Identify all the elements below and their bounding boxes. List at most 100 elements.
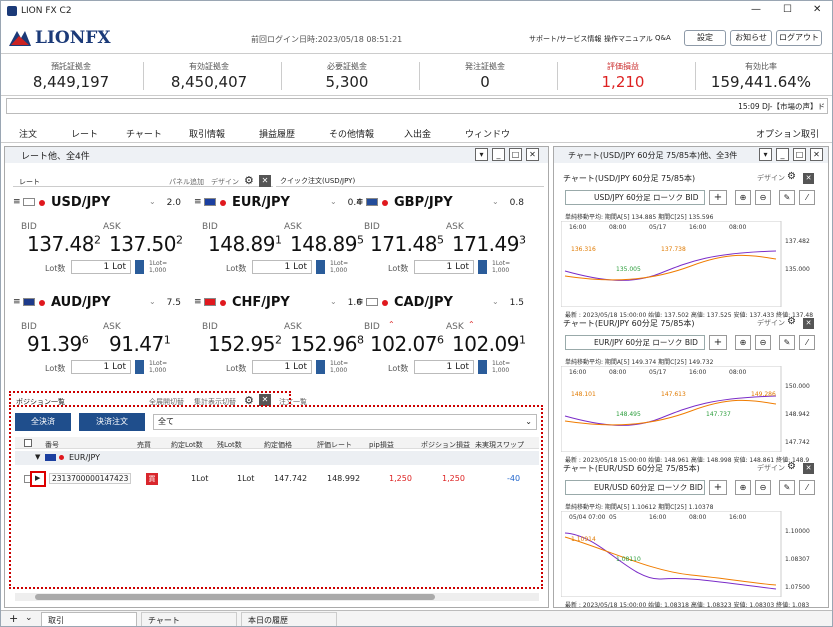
lot-input[interactable]: 1 Lot [414,360,474,374]
qa-link[interactable]: Q&A [655,34,671,42]
close-icon[interactable]: ✕ [259,394,271,406]
expand-row-button[interactable]: ▶ [30,471,46,487]
close-icon[interactable]: ✕ [526,148,539,161]
filter-select[interactable]: 全て ⌄ [153,414,537,430]
chevron-down-icon[interactable]: ⌄ [149,197,156,206]
design-link[interactable]: デザイン [211,178,239,186]
design-link[interactable]: デザイン [757,319,785,327]
bid-price[interactable]: 102.076 [370,332,444,356]
rate-card[interactable]: ≡ CHF/JPY ⌄ 1.6 BID ASK 152.952 152.968 … [194,294,370,386]
logout-button[interactable]: ログアウト [776,30,822,46]
expand-toggle[interactable]: 全展開切替 [149,398,184,406]
chevron-down-icon[interactable]: ⌄ [492,197,499,206]
design-link[interactable]: デザイン [757,464,785,472]
close-button[interactable]: ✕ [813,4,822,15]
price-chart[interactable]: 16:00 08:00 05/17 16:00 08:00 136.316 135.005… [561,221,817,307]
maximize-button[interactable]: ☐ [783,4,792,15]
menu-pl-history[interactable]: 損益履歴 [259,130,296,140]
zoom-in-icon[interactable]: ⊕ [735,480,751,495]
close-icon[interactable]: ✕ [810,148,823,161]
support-link[interactable]: サポート/サービス情報 [529,35,602,43]
ask-price[interactable]: 152.968 [290,332,364,356]
col-header[interactable]: 残Lot数 [217,441,242,449]
lot-input[interactable]: 1 Lot [252,360,312,374]
symbol-select[interactable]: EUR/JPY 60分足 ローソク BID [565,335,705,350]
menu-chart[interactable]: チャート [126,130,162,140]
bottom-tab-history[interactable]: 本日の履歴 [241,612,337,626]
col-header[interactable]: 評価レート [317,441,352,449]
close-icon[interactable]: ✕ [803,173,814,184]
h-scrollbar[interactable] [15,593,539,601]
add-tab-icon[interactable]: + [9,612,19,625]
order-list-tab[interactable]: 注文一覧 [279,398,307,406]
chevron-down-icon[interactable]: ⌄ [149,297,156,306]
price-chart[interactable]: 16:00 08:00 05/17 16:00 08:00 148.101 148.495… [561,366,817,452]
close-icon[interactable]: ✕ [803,318,814,329]
chart-window[interactable]: チャート(EUR/JPY 60分足 75/85本) デザイン ⚙ ✕ EUR/J… [557,316,822,468]
dropdown-icon[interactable]: ▾ [475,148,488,161]
select-all-checkbox[interactable] [24,439,32,447]
menu-other-info[interactable]: その他情報 [329,130,375,140]
quick-order-tab[interactable]: クイック注文(USD/JPY) [276,173,544,187]
menu-icon[interactable]: ≡ [194,297,202,307]
dropdown-icon[interactable]: ▾ [759,148,772,161]
lot-stepper[interactable] [478,260,487,274]
zoom-out-icon[interactable]: ⊖ [755,335,771,350]
group-row[interactable]: ▼ EUR/JPY [15,451,539,465]
price-chart[interactable]: 05/04 07:00 05 16:00 08:00 16:00 1.10914 1.08… [561,511,817,597]
col-header[interactable]: pip損益 [369,441,394,449]
lot-stepper[interactable] [316,360,325,374]
gear-icon[interactable]: ⚙ [244,174,254,187]
col-header[interactable]: 約定Lot数 [171,441,203,449]
gear-icon[interactable]: ⚙ [787,171,796,182]
ask-price[interactable]: 137.502 [109,232,183,256]
menu-options[interactable]: オプション取引 [756,130,820,140]
minimize-icon[interactable]: _ [492,148,505,161]
gear-icon[interactable]: ⚙ [787,316,796,327]
table-row[interactable]: ▶ 2313700000147423 買 1Lot 1Lot 147.742 1… [15,469,539,489]
menu-icon[interactable]: ≡ [13,197,21,207]
collapse-icon[interactable]: ▼ [35,453,41,461]
indicator-icon[interactable]: ⁄ [799,335,815,350]
total-toggle[interactable]: 集計表示切替 [194,398,236,406]
bid-price[interactable]: 91.396 [27,332,89,356]
menu-icon[interactable]: ≡ [194,197,202,207]
lot-input[interactable]: 1 Lot [252,260,312,274]
zoom-in-icon[interactable]: ⊕ [735,335,751,350]
manual-link[interactable]: 操作マニュアル [604,35,653,43]
menu-icon[interactable]: ≡ [356,197,364,207]
rate-card[interactable]: ≡ AUD/JPY ⌄ 7.5 BID ASK 91.396 91.471 Lo… [13,294,189,386]
ask-price[interactable]: 171.493 [452,232,526,256]
bottom-tab-chart[interactable]: チャート [141,612,237,626]
chevron-down-icon[interactable]: ⌄ [330,197,337,206]
rate-card[interactable]: ≡ USD/JPY ⌄ 2.0 BID ASK 137.482 137.502 … [13,194,189,286]
chart-window[interactable]: チャート(EUR/USD 60分足 75/85本) デザイン ⚙ ✕ EUR/U… [557,461,822,613]
gear-icon[interactable]: ⚙ [244,394,254,407]
minimize-icon[interactable]: _ [776,148,789,161]
chart-window[interactable]: チャート(USD/JPY 60分足 75/85本) デザイン ⚙ ✕ USD/J… [557,171,822,323]
chevron-down-icon[interactable]: ⌄ [492,297,499,306]
chevron-down-icon[interactable]: ⌄ [330,297,337,306]
gear-icon[interactable]: ⚙ [787,461,796,472]
menu-trade-info[interactable]: 取引情報 [189,130,226,140]
indicator-icon[interactable]: ⁄ [799,190,815,205]
zoom-out-icon[interactable]: ⊖ [755,480,771,495]
add-icon[interactable]: + [709,480,727,495]
col-header[interactable]: 番号 [45,441,59,449]
bid-price[interactable]: 137.482 [27,232,101,256]
menu-window[interactable]: ウィンドウ [465,130,511,140]
menu-chevron-icon[interactable]: ⌄ [25,613,33,623]
draw-icon[interactable]: ✎ [779,335,795,350]
menu-icon[interactable]: ≡ [13,297,21,307]
ask-price[interactable]: 91.471 [109,332,171,356]
add-icon[interactable]: + [709,190,727,205]
menu-rate[interactable]: レート [71,130,99,140]
col-header[interactable]: ポジション損益 [421,441,470,449]
zoom-out-icon[interactable]: ⊖ [755,190,771,205]
ask-price[interactable]: 148.895 [290,232,364,256]
settle-order-button[interactable]: 決済注文 [79,413,145,431]
menu-deposit[interactable]: 入出金 [404,130,432,140]
position-tab[interactable]: ポジション一覧 [16,398,65,406]
tab-rate[interactable]: レート [19,178,40,186]
ask-price[interactable]: 102.091 [452,332,526,356]
